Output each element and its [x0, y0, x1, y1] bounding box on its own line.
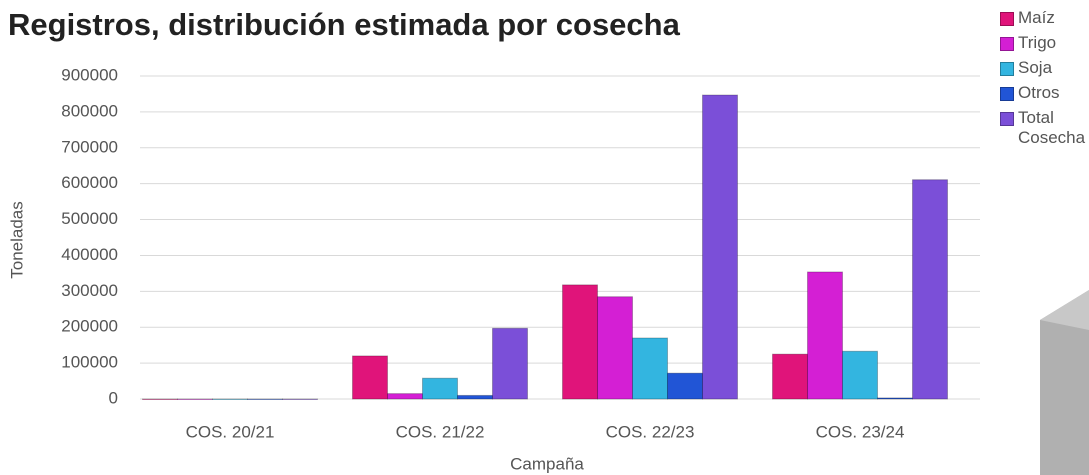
- x-tick-label: COS. 23/24: [816, 422, 905, 441]
- y-tick-label: 400000: [61, 245, 118, 264]
- chart-title: Registros, distribución estimada por cos…: [8, 7, 681, 42]
- x-tick-label: COS. 20/21: [186, 422, 275, 441]
- legend-swatch: [1000, 37, 1014, 51]
- y-tick-label: 200000: [61, 317, 118, 336]
- legend-item: Trigo: [1000, 33, 1086, 53]
- bar: [423, 378, 458, 399]
- x-tick-label: COS. 22/23: [606, 422, 695, 441]
- legend-label: Otros: [1018, 83, 1060, 103]
- bar: [493, 328, 528, 399]
- legend-swatch: [1000, 12, 1014, 26]
- bar: [563, 285, 598, 399]
- x-axis-label: Campaña: [510, 454, 584, 473]
- bar: [458, 395, 493, 399]
- legend-item: Maíz: [1000, 8, 1086, 28]
- y-tick-label: 100000: [61, 353, 118, 372]
- legend-label: Soja: [1018, 58, 1052, 78]
- bar: [213, 399, 248, 400]
- legend-item: Otros: [1000, 83, 1086, 103]
- page: Registros, distribución estimada por cos…: [0, 0, 1089, 475]
- y-tick-label: 600000: [61, 173, 118, 192]
- y-tick-label: 700000: [61, 137, 118, 156]
- legend-swatch: [1000, 112, 1014, 126]
- legend-item: Total Cosecha: [1000, 108, 1086, 148]
- legend-label: Trigo: [1018, 33, 1056, 53]
- bar: [878, 398, 913, 399]
- bar: [633, 338, 668, 399]
- bar: [703, 95, 738, 399]
- legend-swatch: [1000, 62, 1014, 76]
- chart: Registros, distribución estimada por cos…: [0, 0, 1089, 475]
- bar: [388, 394, 423, 399]
- bar: [248, 399, 283, 400]
- bar: [773, 354, 808, 399]
- legend-swatch: [1000, 87, 1014, 101]
- bar: [843, 351, 878, 399]
- bar: [143, 399, 178, 400]
- bar: [283, 399, 318, 400]
- bar: [178, 399, 213, 400]
- y-axis-label: Toneladas: [7, 201, 26, 279]
- y-tick-label: 800000: [61, 101, 118, 120]
- y-tick-label: 300000: [61, 281, 118, 300]
- legend-item: Soja: [1000, 58, 1086, 78]
- y-tick-label: 0: [109, 388, 118, 407]
- legend: Maíz Trigo Soja Otros Total Cosecha: [1000, 8, 1086, 153]
- legend-label: Maíz: [1018, 8, 1055, 28]
- bar: [668, 373, 703, 399]
- bar: [353, 356, 388, 399]
- x-tick-label: COS. 21/22: [396, 422, 485, 441]
- bar: [913, 180, 948, 399]
- bar: [808, 272, 843, 399]
- bar: [598, 297, 633, 399]
- y-tick-label: 900000: [61, 65, 118, 84]
- legend-label: Total Cosecha: [1018, 108, 1086, 148]
- y-tick-label: 500000: [61, 209, 118, 228]
